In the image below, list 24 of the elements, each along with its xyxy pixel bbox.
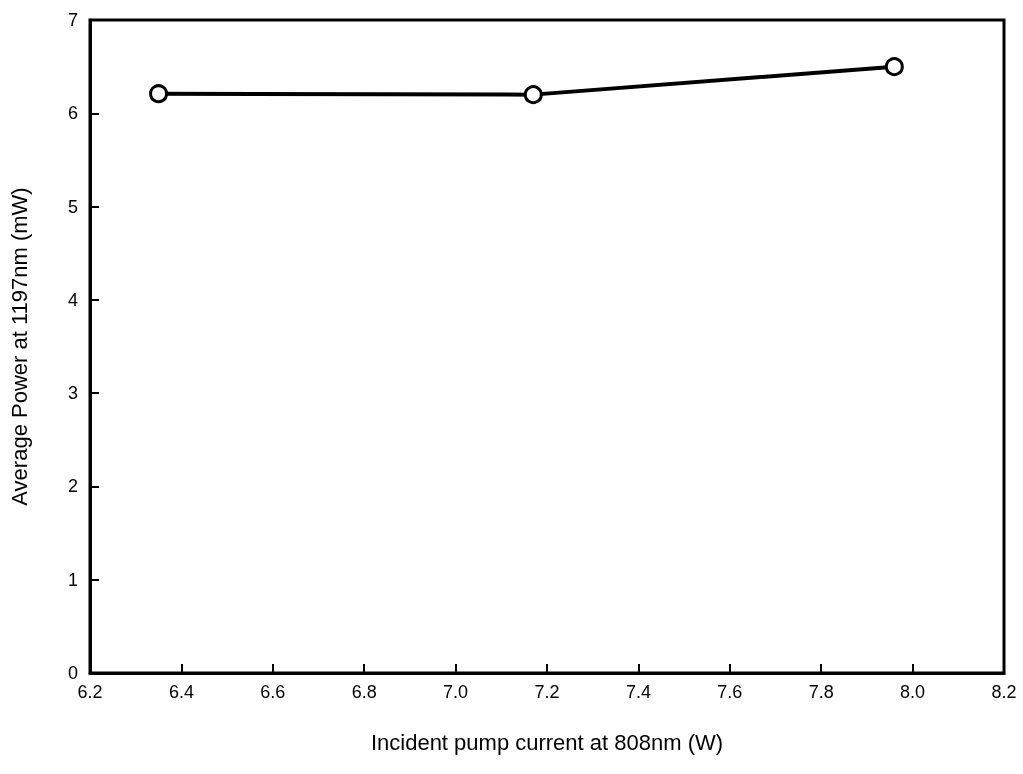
x-tick-label: 6.2: [77, 682, 103, 702]
x-tick-label: 6.6: [260, 682, 286, 702]
x-tick-label: 7.6: [717, 682, 743, 702]
x-tick-label: 7.4: [625, 682, 651, 702]
y-tick-label: 3: [67, 383, 78, 404]
y-tick-label: 4: [67, 289, 78, 310]
x-tick-label: 7.0: [443, 682, 469, 702]
x-tick-label: 8.2: [991, 682, 1017, 702]
x-tick-label: 6.8: [351, 682, 377, 702]
y-tick-label: 0: [67, 663, 78, 683]
y-tick-label: 2: [67, 476, 78, 497]
y-tick-label: 5: [67, 196, 78, 217]
y-axis-title: Average Power at 1197nm (mW): [6, 187, 32, 506]
point: [884, 57, 904, 77]
y-tick-label: 6: [67, 103, 78, 124]
y-tick-label: 7: [67, 10, 78, 30]
y-tick-label: 1: [67, 569, 78, 590]
point: [523, 85, 543, 105]
x-axis-title: Incident pump current at 808nm (W): [370, 729, 724, 755]
x-tick-label: 7.8: [808, 682, 834, 702]
x-tick-label: 8.0: [900, 682, 926, 702]
x-tick-label: 6.4: [168, 682, 194, 702]
point: [149, 84, 169, 104]
x-tick-label: 7.2: [534, 682, 560, 702]
